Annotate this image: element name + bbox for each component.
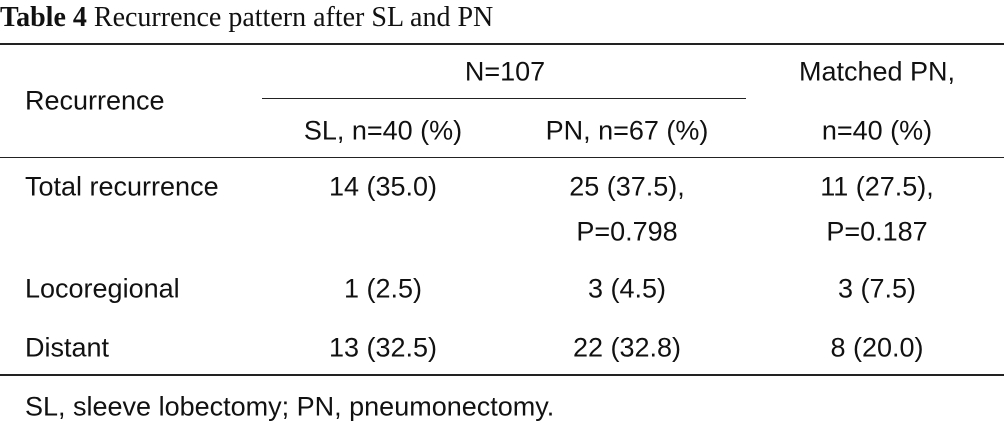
column-header: SL, n=40 (%): [303, 115, 463, 146]
cell: 3 (7.5): [837, 273, 917, 304]
cell: 3 (4.5): [587, 273, 667, 304]
column-header: PN, n=67 (%): [545, 115, 709, 146]
bottom-rule: [0, 374, 1004, 376]
table-label: Table 4: [0, 2, 87, 33]
cell: 1 (2.5): [343, 273, 423, 304]
top-rule: [0, 43, 1004, 45]
group-rule: [262, 98, 746, 99]
table-caption: Recurrence pattern after SL and PN: [93, 2, 494, 33]
cell: 22 (32.8): [572, 332, 682, 363]
cell: P=0.187: [826, 216, 928, 247]
cell: 14 (35.0): [328, 171, 438, 202]
cell: 11 (27.5),: [820, 171, 934, 202]
column-header: Matched PN,: [798, 56, 956, 87]
row-label: Locoregional: [25, 273, 180, 304]
group-header: N=107: [464, 56, 546, 87]
cell: 13 (32.5): [328, 332, 438, 363]
row-label: Distant: [25, 332, 110, 363]
row-header: Recurrence: [25, 85, 165, 116]
table-title: Table 4 Recurrence pattern after SL and …: [0, 4, 493, 32]
header-rule: [0, 157, 1004, 158]
cell: 8 (20.0): [830, 332, 924, 363]
cell: 25 (37.5),: [569, 171, 685, 202]
column-header: n=40 (%): [821, 115, 933, 146]
row-label: Total recurrence: [25, 171, 219, 202]
cell: P=0.798: [576, 216, 678, 247]
footnote: SL, sleeve lobectomy; PN, pneumonectomy.: [25, 391, 555, 422]
